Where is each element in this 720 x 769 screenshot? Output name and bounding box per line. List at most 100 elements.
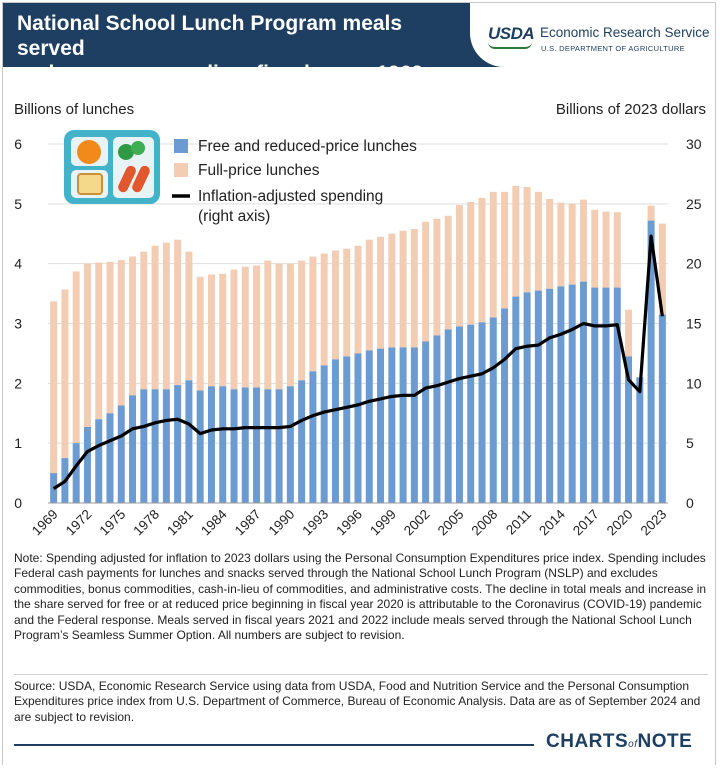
bar-full-price: [625, 309, 633, 357]
bar-full-price: [534, 191, 542, 291]
x-tick-label: 2014: [536, 506, 568, 538]
bar-full-price: [174, 239, 182, 386]
bar-full-price: [613, 212, 621, 288]
bar-free-reduced: [377, 348, 385, 503]
bar-free-reduced: [568, 284, 576, 503]
bar-full-price: [501, 191, 509, 309]
bar-free-reduced: [230, 389, 238, 503]
bar-free-reduced: [444, 329, 452, 503]
bar-free-reduced: [72, 443, 80, 503]
brand-note: NOTE: [637, 731, 693, 752]
bar-full-price: [162, 242, 170, 390]
bar-free-reduced: [354, 353, 362, 503]
bar-full-price: [106, 261, 114, 414]
x-tick-label: 1981: [164, 507, 196, 539]
bar-free-reduced: [95, 419, 103, 503]
bar-free-reduced: [83, 427, 91, 503]
x-tick-label: 2023: [638, 507, 670, 539]
title-line-1: National School Lunch Program meals serv…: [17, 12, 403, 60]
x-tick-label: 1975: [97, 507, 129, 539]
bar-full-price: [320, 253, 328, 366]
title-line-2: and program spending, fiscal years 1969–…: [17, 62, 435, 110]
carrot-icon: [132, 165, 150, 193]
legend-label: Inflation-adjusted spending: [198, 188, 383, 205]
agency-name: Economic Research Service: [540, 25, 710, 40]
bar-full-price: [602, 211, 610, 288]
bar-full-price: [298, 260, 306, 381]
bar-full-price: [422, 221, 430, 342]
bar-full-price: [354, 245, 362, 354]
bar-free-reduced: [286, 386, 294, 503]
bar-free-reduced: [467, 324, 475, 503]
x-tick-label: 1978: [130, 507, 162, 539]
left-tick-label: 5: [14, 196, 22, 212]
right-tick-label: 20: [686, 256, 702, 272]
bar-free-reduced: [647, 220, 655, 503]
bar-free-reduced: [117, 405, 125, 503]
bar-full-price: [117, 260, 125, 406]
bar-full-price: [151, 245, 159, 390]
agency-logo: [470, 3, 715, 67]
bar-free-reduced: [602, 287, 610, 503]
bar-full-price: [95, 262, 103, 420]
department-name: U.S. DEPARTMENT OF AGRICULTURE: [541, 44, 685, 53]
x-tick-label: 2008: [469, 507, 501, 539]
bar-free-reduced: [185, 380, 193, 503]
bar-full-price: [83, 263, 91, 428]
bar-full-price: [309, 256, 317, 372]
bar-full-price: [591, 209, 599, 288]
right-tick-label: 10: [686, 375, 702, 391]
right-axis-title: Billions of 2023 dollars: [555, 101, 706, 118]
left-tick-label: 1: [14, 435, 22, 451]
usda-logo-icon: USDA: [488, 24, 535, 49]
bar-free-reduced: [636, 377, 644, 503]
bar-full-price: [399, 230, 407, 348]
brand-of: of: [628, 739, 638, 750]
spending-line: [52, 234, 664, 490]
bar-free-reduced: [196, 390, 204, 503]
chart-note: Note: Spending adjusted for inflation to…: [14, 551, 707, 643]
bar-free-reduced: [343, 356, 351, 503]
x-tick-label: 1996: [333, 507, 365, 539]
bar-free-reduced: [309, 371, 317, 503]
x-tick-label: 2020: [604, 507, 636, 539]
x-tick-label: 1999: [367, 507, 399, 539]
right-tick-label: 30: [686, 136, 702, 152]
bar-full-price: [647, 205, 655, 221]
bar-free-reduced: [174, 385, 182, 503]
bar-full-price: [140, 251, 148, 390]
x-tick-label: 2017: [570, 507, 602, 539]
legend-swatch: [174, 139, 188, 153]
bar-free-reduced: [512, 296, 520, 503]
bar-free-reduced: [162, 389, 170, 503]
chart-source: Source: USDA, Economic Research Service …: [14, 679, 701, 724]
x-tick-label: 2002: [401, 507, 433, 539]
right-tick-label: 15: [686, 316, 702, 332]
left-tick-label: 4: [14, 256, 22, 272]
brand-charts: CHARTS: [546, 731, 629, 752]
bar-free-reduced: [501, 308, 509, 503]
bar-free-reduced: [579, 281, 587, 503]
x-tick-label: 1972: [63, 507, 95, 539]
bar-free-reduced: [129, 395, 137, 503]
bar-free-reduced: [275, 389, 283, 503]
bar-full-price: [61, 289, 69, 459]
bar-full-price: [72, 271, 80, 444]
bar-free-reduced: [207, 386, 215, 503]
bar-free-reduced: [523, 292, 531, 503]
bar-full-price: [230, 269, 238, 390]
usda-logo-text: USDA: [488, 24, 535, 43]
left-tick-label: 0: [14, 495, 22, 511]
bar-full-price: [478, 197, 486, 323]
bar-free-reduced: [625, 356, 633, 503]
usda-swoosh-icon: [488, 42, 532, 49]
bar-full-price: [388, 233, 396, 348]
bar-free-reduced: [591, 287, 599, 503]
bar-full-price: [185, 251, 193, 381]
bar-full-price: [331, 250, 339, 360]
bar-free-reduced: [534, 290, 542, 503]
bar-full-price: [489, 191, 497, 318]
x-tick-label: 1990: [266, 507, 298, 539]
bar-full-price: [658, 223, 666, 315]
